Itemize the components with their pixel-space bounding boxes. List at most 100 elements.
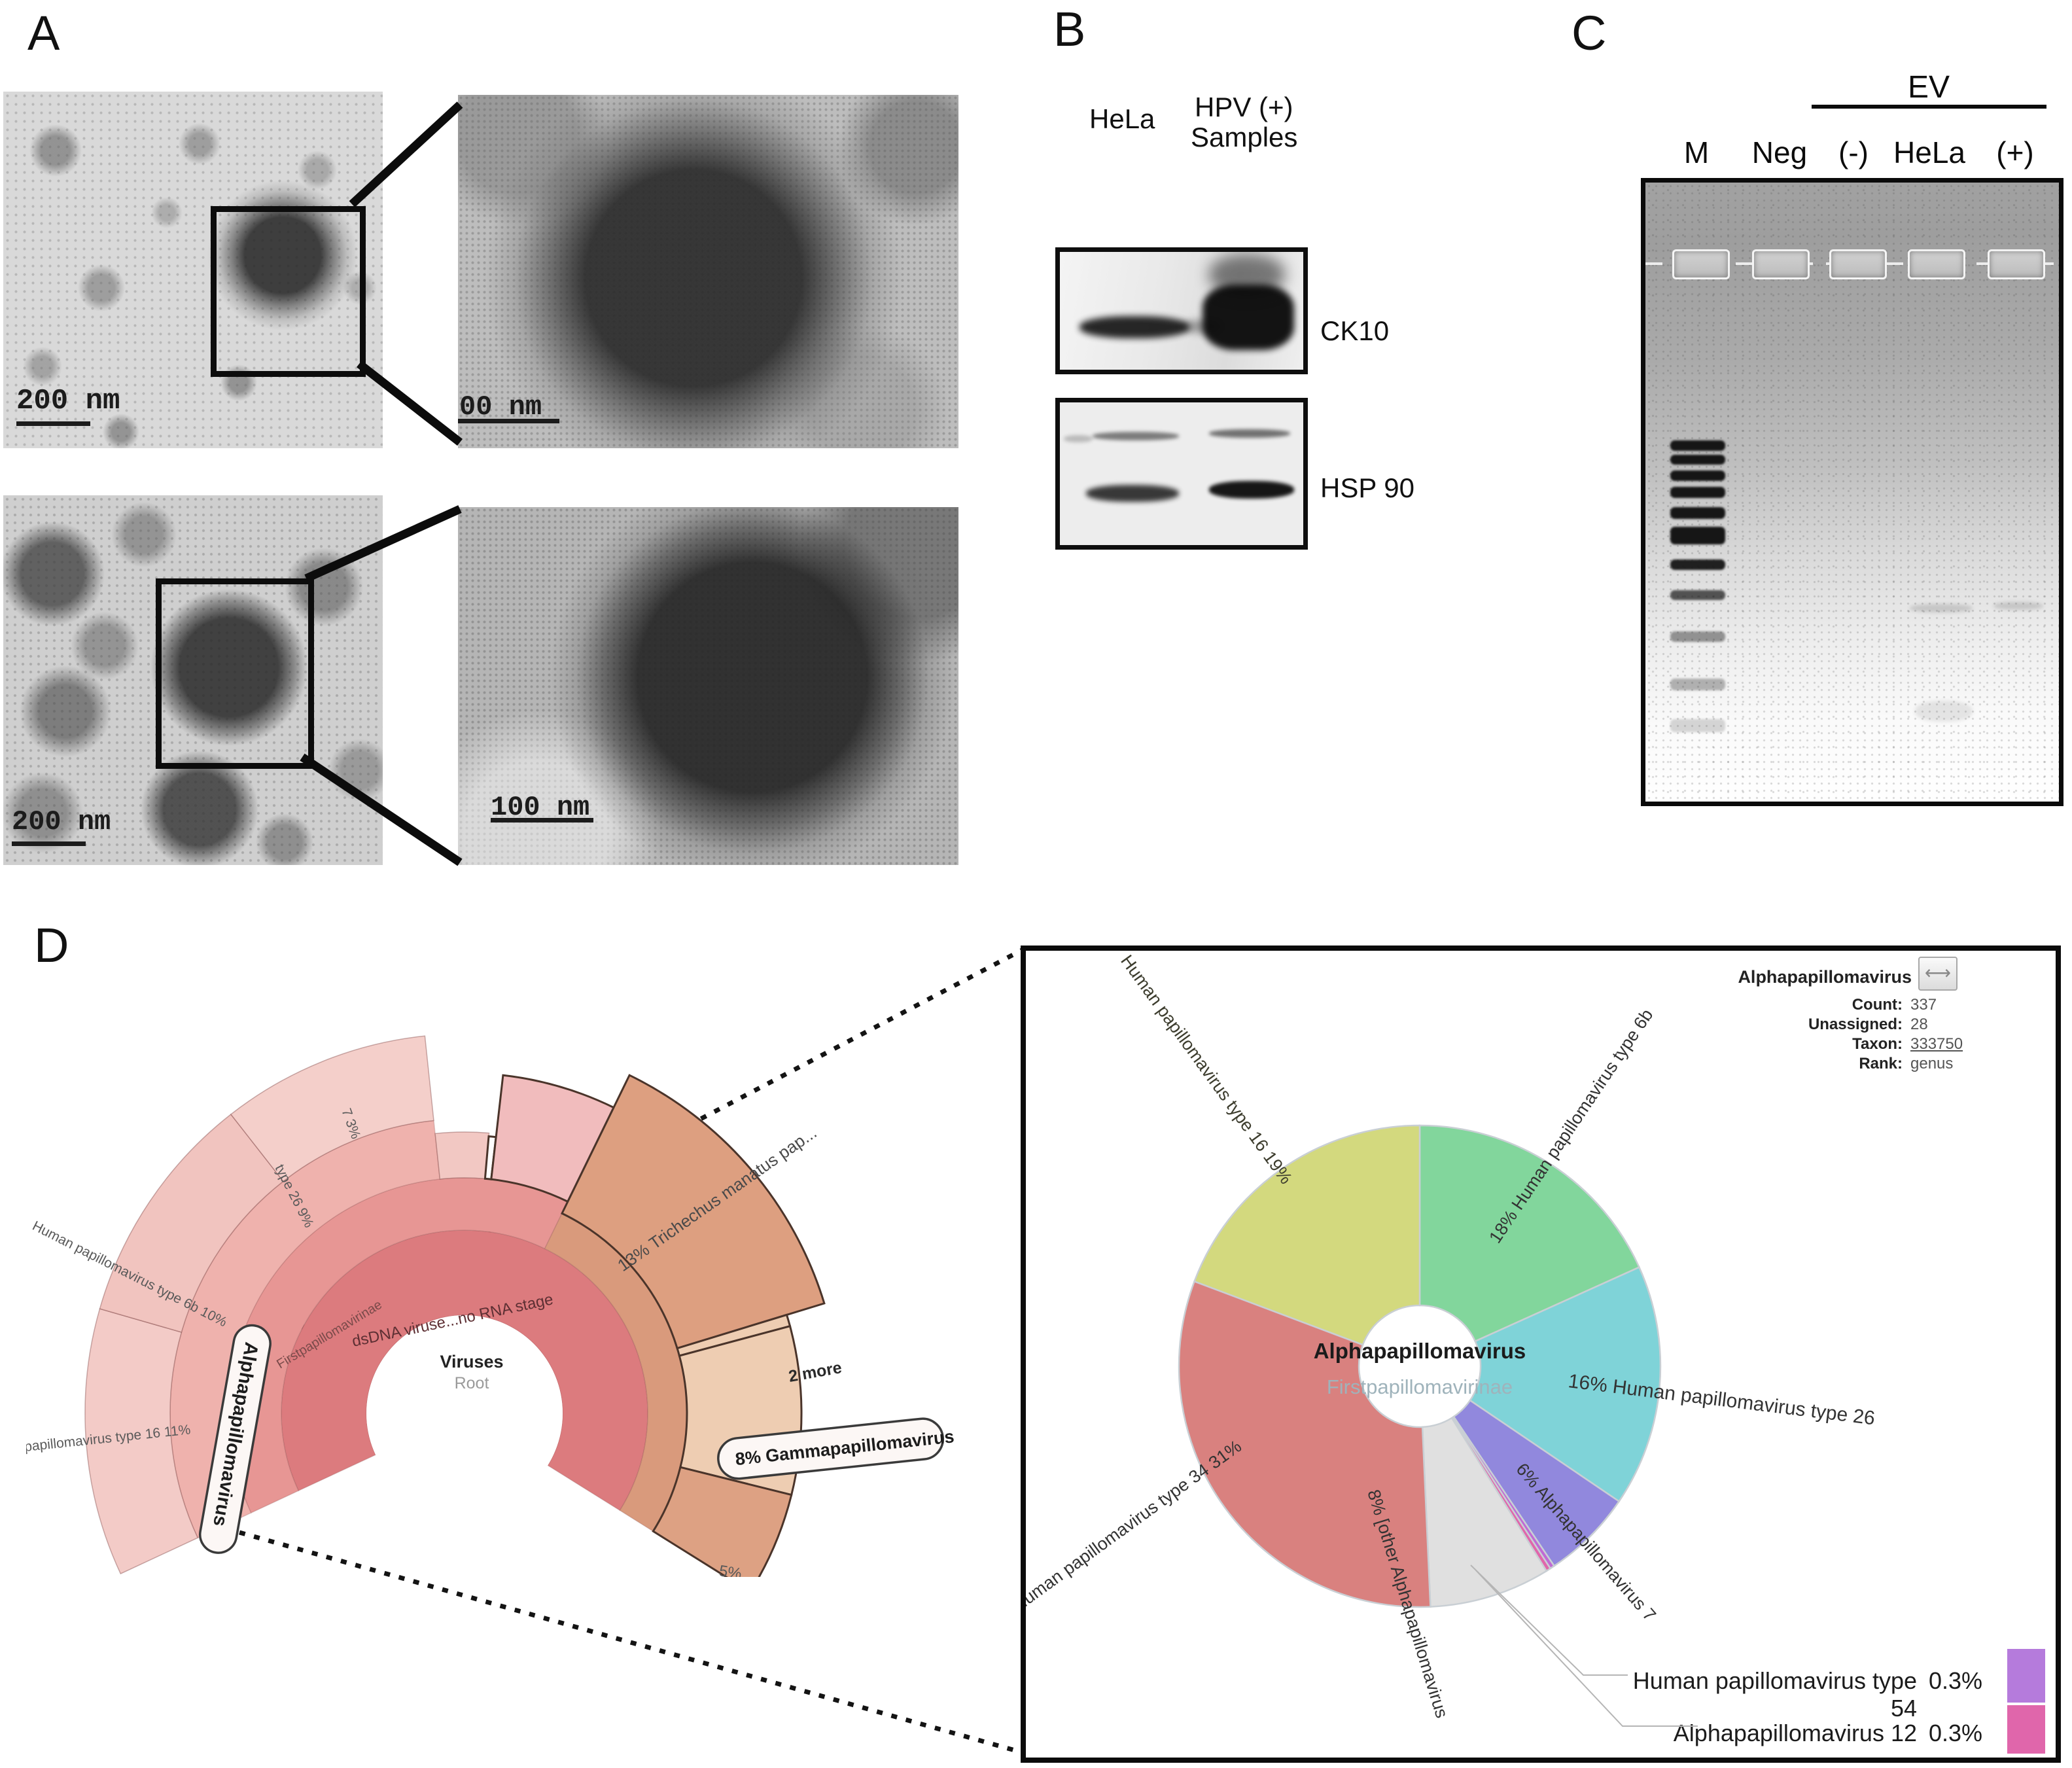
expand-arrows-button[interactable]: ⟷ bbox=[1918, 957, 1958, 991]
info-row-taxon: Taxon: 333750 bbox=[1714, 1035, 1995, 1053]
gel-lane-label-hela: HeLa bbox=[1893, 135, 1965, 169]
sunburst-segment-trichechus-manatus-pap-13- bbox=[560, 1074, 826, 1350]
panel-c-letter: C bbox=[1572, 6, 1607, 60]
highlight-box-top bbox=[211, 206, 366, 377]
gel-ladder-band bbox=[1670, 631, 1725, 642]
taxon-link[interactable]: 333750 bbox=[1910, 1035, 1963, 1053]
gel-sample-band bbox=[1993, 602, 2043, 610]
scalebar-line-3 bbox=[12, 841, 86, 846]
pie-slice-human-papillomavirus-type-6b bbox=[1418, 1124, 1641, 1343]
pie-slice-human-papillomavirus-type-34 bbox=[1178, 1280, 1431, 1608]
info-row-value: 28 bbox=[1910, 1016, 1928, 1033]
blot-band bbox=[1093, 432, 1179, 440]
sunburst-segment-5-slice bbox=[652, 1466, 793, 1577]
highlight-box-bottom bbox=[156, 578, 314, 769]
connector-line bbox=[349, 101, 463, 207]
scalebar-line-2 bbox=[458, 419, 559, 423]
chart-label: 5% bbox=[718, 1562, 743, 1583]
em-image-zoom-bottom bbox=[458, 507, 958, 865]
gel-well bbox=[1752, 249, 1810, 279]
gel-ladder-band bbox=[1670, 440, 1725, 451]
gel-ladder-band bbox=[1670, 455, 1725, 465]
blot-hsp90 bbox=[1055, 398, 1308, 550]
gel-image bbox=[1641, 178, 2063, 806]
info-row-label: Unassigned: bbox=[1808, 1016, 1903, 1033]
chart-label: Firstpapillomavirinae bbox=[1327, 1375, 1513, 1398]
gel-lane-label-m: M bbox=[1683, 135, 1710, 169]
gel-ev-label: EV bbox=[1907, 70, 1950, 105]
info-row-label: Rank: bbox=[1859, 1055, 1903, 1072]
gel-sample-band bbox=[1910, 604, 1973, 612]
blot-lane1-label: HeLa bbox=[1089, 103, 1155, 134]
blot-lane2-label-line2: Samples bbox=[1191, 122, 1298, 152]
connector-line bbox=[300, 753, 463, 866]
panel-b-letter: B bbox=[1053, 2, 1086, 56]
blot-band bbox=[1209, 255, 1285, 295]
panel-a-letter: A bbox=[27, 6, 60, 60]
info-row-label: Count: bbox=[1852, 996, 1903, 1014]
scalebar-label-2: 00 nm bbox=[459, 391, 542, 423]
gel-well bbox=[1908, 249, 1965, 279]
gel-ladder-band bbox=[1670, 559, 1725, 570]
blot2-protein-label: HSP 90 bbox=[1320, 472, 1414, 503]
legend-pct-1: 0.3% bbox=[1929, 1667, 1983, 1694]
connector-line bbox=[304, 505, 462, 582]
info-row-value: 337 bbox=[1910, 996, 1937, 1014]
gel-lane-label--: (-) bbox=[1838, 135, 1869, 169]
chart-label: Human papillomavirus type 34 31% bbox=[1009, 1436, 1245, 1616]
gel-ladder-band bbox=[1670, 470, 1725, 481]
sunburst-segment-human-papillomavirus-type-26-9- bbox=[230, 1035, 434, 1182]
gel-ladder-band bbox=[1670, 527, 1725, 544]
sunburst-segment-papillomavirus-7-3- bbox=[434, 1131, 490, 1180]
chart-label: Alphapapillomavirus bbox=[1314, 1339, 1526, 1363]
legend-leader-line bbox=[1470, 1565, 1628, 1676]
chart-label: Human papillomavirus type 16 19% bbox=[1117, 951, 1296, 1188]
krona-info-title: Alphapapillomavirus bbox=[1738, 967, 1912, 987]
sunburst-pill-label: 8% Gammapapillomavirus bbox=[717, 1417, 955, 1480]
connector-line bbox=[357, 360, 463, 446]
gel-ladder-band bbox=[1670, 507, 1725, 519]
blot-band bbox=[1064, 435, 1093, 442]
gel-sample-band bbox=[1915, 701, 1973, 722]
blot1-protein-label: CK10 bbox=[1320, 315, 1390, 346]
gel-ladder-band bbox=[1670, 679, 1725, 690]
legend-label-2: Alphapapillomavirus 12 bbox=[1673, 1720, 1917, 1746]
gel-ev-underline bbox=[1812, 105, 2046, 109]
blot-band bbox=[1086, 485, 1179, 502]
blot-band bbox=[1203, 285, 1294, 350]
info-row-unassigned: Unassigned: 28 bbox=[1714, 1016, 1995, 1034]
blot-band bbox=[1209, 429, 1290, 438]
scalebar-label-1: 200 nm bbox=[16, 385, 120, 417]
legend-swatch-1 bbox=[2007, 1649, 2045, 1703]
gel-well bbox=[1672, 249, 1730, 279]
pie-slice--other-alphapapillomavirus bbox=[1421, 1417, 1548, 1608]
gel-well bbox=[1829, 249, 1887, 279]
gel-lane-label-+: (+) bbox=[1996, 135, 2034, 169]
dotted-line bbox=[239, 1530, 1023, 1755]
em-connector-lines bbox=[300, 101, 463, 866]
blot-band bbox=[1209, 481, 1294, 499]
gel-ladder-band bbox=[1670, 590, 1725, 600]
blot-band bbox=[1080, 316, 1189, 338]
panel-d-letter: D bbox=[34, 918, 69, 972]
gel-well bbox=[1988, 249, 2045, 279]
em-image-overview-top bbox=[3, 92, 383, 448]
legend-leader-line bbox=[1475, 1570, 1698, 1727]
sunburst-segment-human-papillomavirus-type-6b-10- bbox=[99, 1113, 285, 1333]
legend-swatch-2 bbox=[2007, 1705, 2045, 1754]
info-row-rank: Rank: genus bbox=[1714, 1055, 1995, 1073]
info-row-count: Count: 337 bbox=[1714, 996, 1995, 1014]
pie-slice-human-papillomavirus-type-26 bbox=[1469, 1266, 1662, 1503]
em-image-overview-bottom bbox=[3, 495, 383, 865]
gel-lane-label-neg: Neg bbox=[1751, 135, 1808, 169]
blot-ck10 bbox=[1055, 247, 1308, 374]
scalebar-line-1 bbox=[16, 421, 90, 426]
scalebar-line-4 bbox=[491, 818, 593, 822]
blot-lane2-label-line1: HPV (+) bbox=[1195, 92, 1293, 122]
sunburst-center bbox=[366, 1315, 563, 1512]
info-row-label: Taxon: bbox=[1852, 1035, 1903, 1053]
legend-label-1: Human papillomavirus type 54 bbox=[1632, 1667, 1917, 1722]
chart-label: Root bbox=[455, 1374, 489, 1392]
krona-sunburst-chart: Human papillomavirus type 6b 10%papillom… bbox=[26, 1035, 955, 1583]
